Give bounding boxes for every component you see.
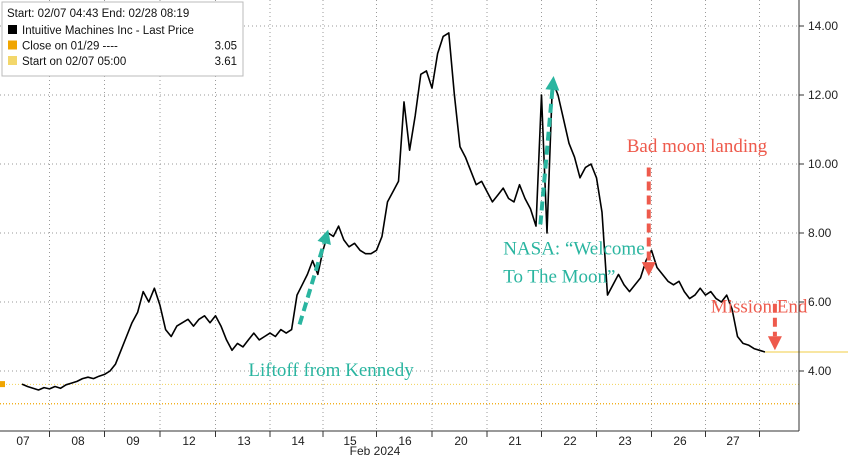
x-tick-label-3: 12 — [182, 434, 196, 448]
legend-header: Start: 02/07 04:43 End: 02/28 08:19 — [7, 8, 189, 20]
annotation-arrows — [297, 76, 782, 351]
annotation-0: Liftoff from Kennedy — [248, 360, 414, 381]
x-tick-label-13: 27 — [726, 434, 740, 448]
arrow-2-head — [641, 262, 656, 277]
x-tick-label-4: 13 — [237, 434, 251, 448]
arrow-3-head — [767, 336, 782, 351]
y-tick-label-4: 12.00 — [808, 88, 838, 102]
x-tick-label-2: 09 — [126, 434, 140, 448]
series-line-0 — [21, 32, 766, 391]
x-tick-label-6: 15 — [343, 434, 357, 448]
x-tick-label-0: 07 — [16, 434, 30, 448]
legend-swatch-2 — [8, 56, 17, 65]
annotation-2: To The Moon” — [503, 267, 615, 288]
y-tick-label-2: 8.00 — [808, 226, 832, 240]
annotation-4: Mission End — [711, 296, 808, 317]
y-axis-ticks: 4.00 6.00 8.00 10.00 12.00 14.00 — [799, 19, 838, 378]
x-tick-label-10: 22 — [563, 434, 577, 448]
arrow-0-head — [317, 229, 331, 245]
legend-swatch-0 — [8, 25, 17, 34]
arrow-0-shaft — [297, 242, 327, 326]
arrow-1-shaft — [538, 89, 555, 225]
legend-box — [1, 1, 244, 77]
y-tick-label-1: 6.00 — [808, 295, 832, 309]
y-tick-label-5: 14.00 — [808, 19, 838, 33]
series-lines — [0, 32, 848, 391]
annotation-1: NASA: “Welcome — [503, 238, 644, 259]
x-axis-month-label: Feb 2024 — [350, 444, 401, 458]
x-tick-label-12: 26 — [673, 434, 687, 448]
legend-label-0: Intuitive Machines Inc - Last Price — [22, 25, 194, 37]
x-tick-label-8: 20 — [454, 434, 468, 448]
annotations: Liftoff from Kennedy NASA: “Welcome To The… — [248, 136, 807, 381]
x-tick-label-7: 16 — [398, 434, 412, 448]
y-tick-label-3: 10.00 — [808, 157, 838, 171]
x-tick-label-11: 23 — [618, 434, 632, 448]
legend-label-2: Start on 02/07 05:00 — [22, 56, 126, 68]
x-axis-ticks: 07 08 09 12 13 14 15 16 20 21 22 23 26 27 — [16, 431, 760, 448]
reference-lines — [0, 383, 799, 405]
x-tick-label-1: 08 — [71, 434, 85, 448]
legend-value-1: 3.05 — [215, 41, 237, 53]
legend: Start: 02/07 04:43 End: 02/28 08:19 Intu… — [1, 1, 244, 77]
arrow-1-head — [545, 76, 560, 91]
legend-value-2: 3.61 — [215, 56, 237, 68]
x-tick-label-9: 21 — [508, 434, 522, 448]
annotation-3: Bad moon landing — [627, 136, 768, 157]
legend-items: Intuitive Machines Inc - Last Price Close… — [8, 25, 237, 68]
start-marker — [0, 381, 5, 388]
y-tick-label-0: 4.00 — [808, 364, 832, 378]
legend-swatch-1 — [8, 40, 17, 50]
x-tick-label-5: 14 — [291, 434, 305, 448]
legend-label-1: Close on 01/29 ---- — [22, 41, 118, 53]
